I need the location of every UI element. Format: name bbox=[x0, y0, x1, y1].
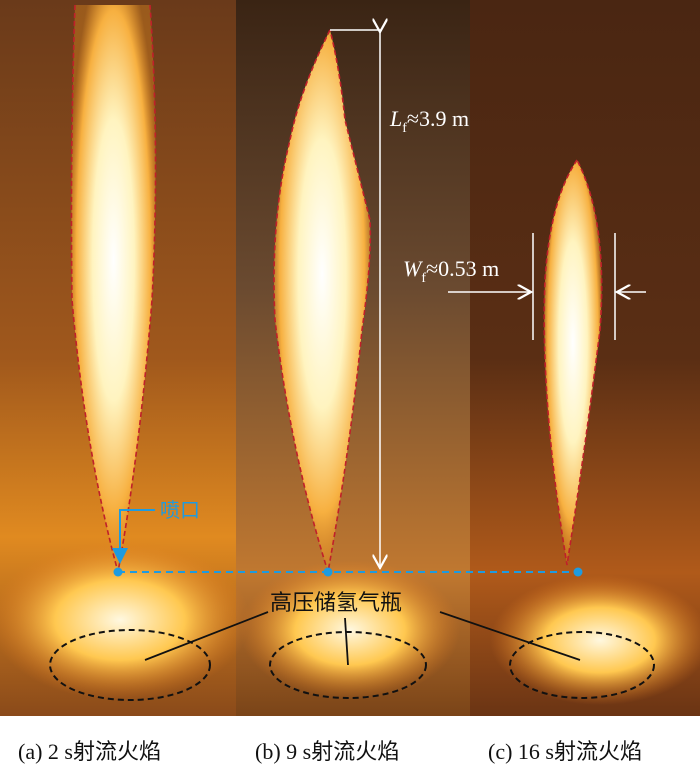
flame-outline-c bbox=[543, 159, 603, 566]
ground-fire-b bbox=[240, 560, 460, 700]
caption-c: (c) 16 s射流火焰 bbox=[488, 739, 642, 764]
nozzle-label: 喷口 bbox=[160, 498, 200, 522]
flame-length-label: Lf≈3.9 m bbox=[389, 106, 469, 136]
flame-width-label: Wf≈0.53 m bbox=[403, 256, 499, 286]
caption-a: (a) 2 s射流火焰 bbox=[18, 739, 161, 764]
cylinder-outline-b bbox=[269, 631, 427, 699]
flame-outline-b bbox=[273, 29, 372, 573]
photo-composite: 喷口 Lf≈3.9 m Wf≈0.53 m 高压储氢气瓶 bbox=[0, 0, 700, 716]
cylinder-label: 高压储氢气瓶 bbox=[270, 591, 402, 616]
ground-fire-c bbox=[490, 575, 700, 705]
jet-flame-c bbox=[544, 160, 602, 565]
jet-flame-b bbox=[274, 30, 371, 572]
cylinder-leader-c bbox=[439, 611, 581, 661]
jet-flame-a bbox=[71, 5, 156, 572]
cylinder-leader-a bbox=[144, 611, 269, 661]
cylinder-leader-b bbox=[344, 617, 349, 666]
nozzle-point-a bbox=[113, 567, 123, 577]
nozzle-point-c bbox=[573, 567, 583, 577]
ground-fire-a bbox=[0, 540, 250, 700]
cylinder-outline-a bbox=[49, 629, 211, 701]
nozzle-pointer-arrow bbox=[112, 509, 155, 564]
cylinder-outline-c bbox=[509, 631, 655, 699]
caption-b: (b) 9 s射流火焰 bbox=[255, 739, 400, 764]
nozzle-point-b bbox=[323, 567, 333, 577]
